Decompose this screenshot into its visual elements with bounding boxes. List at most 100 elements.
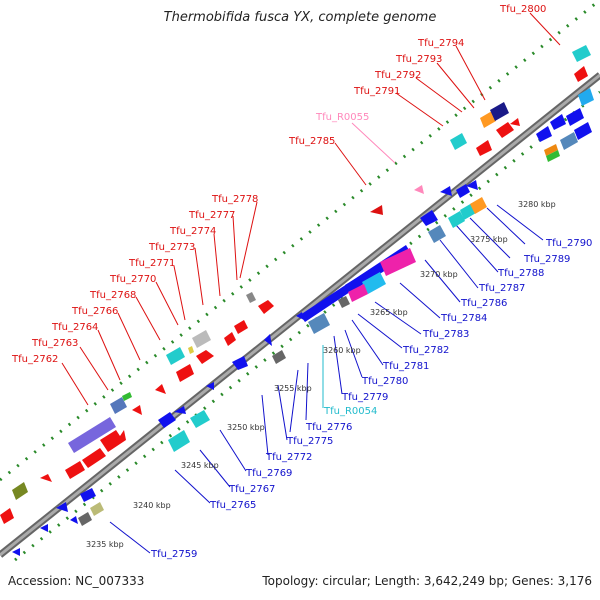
gene-arrow[interactable] [224,332,236,346]
gene-label[interactable]: Tfu_2800 [499,4,546,15]
gene-arrow[interactable] [176,364,194,382]
gene-arrow[interactable] [574,122,592,140]
gene-label[interactable]: Tfu_2765 [209,500,256,511]
gene-block[interactable] [68,417,116,453]
gene-label[interactable]: Tfu_2773 [148,242,195,253]
gene-block[interactable] [12,482,28,500]
gene-label[interactable]: Tfu_2789 [523,254,570,265]
gene-arrow[interactable] [496,122,514,138]
gene-block[interactable] [490,102,509,121]
gene-label[interactable]: Tfu_2770 [109,274,156,285]
gene-block[interactable] [168,430,190,452]
gene-label[interactable]: Tfu_2771 [128,258,175,269]
gene-block[interactable] [470,197,487,214]
gene-arrow[interactable] [234,320,248,334]
gene-block[interactable] [190,410,210,428]
gene-arrow[interactable] [70,516,78,524]
gene-label[interactable]: Tfu_2778 [211,194,258,205]
gene-arrow[interactable] [40,524,48,532]
gene-block[interactable] [345,262,386,293]
gene-block[interactable] [192,330,211,348]
gene-block[interactable] [572,45,591,62]
gene-arrow[interactable] [536,126,552,142]
gene-block[interactable] [166,347,185,365]
rna-forward-marker[interactable] [414,185,424,194]
gene-label[interactable]: Tfu_2768 [89,290,136,301]
gene-label[interactable]: Tfu_2781 [382,361,429,372]
gene-arrow[interactable] [82,448,106,468]
gene-label[interactable]: Tfu_2792 [374,70,421,81]
gene-arrow[interactable] [158,412,176,428]
gene-block[interactable] [450,133,467,150]
rna-label[interactable]: Tfu_R0055 [315,112,369,123]
gene-arrow[interactable] [12,548,20,556]
gene-block[interactable] [78,512,92,526]
gene-arrow[interactable] [258,300,274,314]
gene-arrow[interactable] [574,66,588,82]
gene-label[interactable]: Tfu_2791 [353,86,400,97]
gene-label[interactable]: Tfu_2786 [460,298,507,309]
gene-label[interactable]: Tfu_2759 [150,549,197,560]
gene-label[interactable]: Tfu_2788 [497,268,544,279]
gene-block[interactable] [428,225,446,243]
gene-block[interactable] [188,346,194,354]
gene-arrow[interactable] [296,312,304,320]
gene-block[interactable] [272,350,286,364]
gene-block[interactable] [480,111,496,128]
gene-arrow[interactable] [456,184,470,198]
gene-label[interactable]: Tfu_2793 [395,54,442,65]
gene-block[interactable] [110,397,127,414]
gene-arrow[interactable] [80,488,96,502]
gene-arrow[interactable] [196,350,214,364]
gene-block[interactable] [370,205,383,215]
gene-block[interactable] [546,150,560,162]
gene-arrow[interactable] [174,406,186,414]
gene-label[interactable]: Tfu_2777 [188,210,235,221]
gene-label[interactable]: Tfu_2774 [169,226,216,237]
gene-block[interactable] [362,272,386,294]
rna-label[interactable]: Tfu_R0054 [323,406,377,417]
gene-arrow[interactable] [476,140,492,156]
gene-arrow[interactable] [56,502,68,512]
gene-block[interactable] [90,502,104,516]
gene-label[interactable]: Tfu_2767 [228,484,275,495]
gene-block[interactable] [448,211,465,228]
gene-block[interactable] [338,296,350,308]
gene-arrow[interactable] [65,461,85,479]
gene-label[interactable]: Tfu_2764 [51,322,98,333]
gene-arrow[interactable] [566,108,584,126]
gene-label[interactable]: Tfu_2780 [361,376,408,387]
gene-block[interactable] [578,88,594,106]
gene-label[interactable]: Tfu_2769 [245,468,292,479]
gene-block[interactable] [308,313,330,334]
gene-block[interactable] [246,292,256,303]
gene-label[interactable]: Tfu_2772 [265,452,312,463]
gene-label[interactable]: Tfu_2783 [422,329,469,340]
gene-block[interactable] [122,392,132,401]
gene-block[interactable] [348,284,368,302]
gene-label[interactable]: Tfu_2782 [402,345,449,356]
gene-arrow[interactable] [155,384,166,394]
gene-arrow[interactable] [510,118,520,126]
gene-arrow[interactable] [132,405,142,415]
gene-label[interactable]: Tfu_2785 [288,136,335,147]
gene-label[interactable]: Tfu_2787 [478,283,525,294]
gene-arrow[interactable] [420,210,438,226]
gene-label[interactable]: Tfu_2779 [341,392,388,403]
gene-arrow[interactable] [40,474,52,482]
gene-arrow[interactable] [232,356,248,370]
gene-label[interactable]: Tfu_2784 [440,313,487,324]
gene-arrow[interactable] [550,114,566,130]
gene-label[interactable]: Tfu_2762 [11,354,58,365]
gene-label[interactable]: Tfu_2763 [31,338,78,349]
gene-arrow[interactable] [100,430,126,452]
gene-label[interactable]: Tfu_2794 [417,38,464,49]
gene-label[interactable]: Tfu_2766 [71,306,118,317]
gene-arrow[interactable] [440,186,452,196]
gene-label[interactable]: Tfu_2776 [305,422,352,433]
gene-block[interactable] [560,132,578,150]
gene-label[interactable]: Tfu_2775 [286,436,333,447]
gene-arrow[interactable] [264,334,272,346]
gene-block[interactable] [544,144,558,156]
gene-arrow[interactable] [206,382,214,390]
